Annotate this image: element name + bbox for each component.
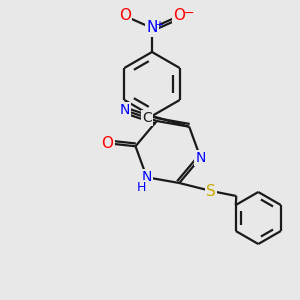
Text: O: O bbox=[173, 8, 185, 23]
Text: N: N bbox=[146, 20, 158, 35]
Text: S: S bbox=[206, 184, 216, 199]
Text: O: O bbox=[101, 136, 113, 151]
Text: −: − bbox=[184, 7, 194, 20]
Text: N: N bbox=[119, 103, 130, 117]
Text: H: H bbox=[137, 181, 146, 194]
Text: N: N bbox=[195, 151, 206, 165]
Text: +: + bbox=[155, 20, 163, 30]
Text: N: N bbox=[142, 170, 152, 184]
Text: O: O bbox=[119, 8, 131, 23]
Text: C: C bbox=[142, 111, 152, 125]
